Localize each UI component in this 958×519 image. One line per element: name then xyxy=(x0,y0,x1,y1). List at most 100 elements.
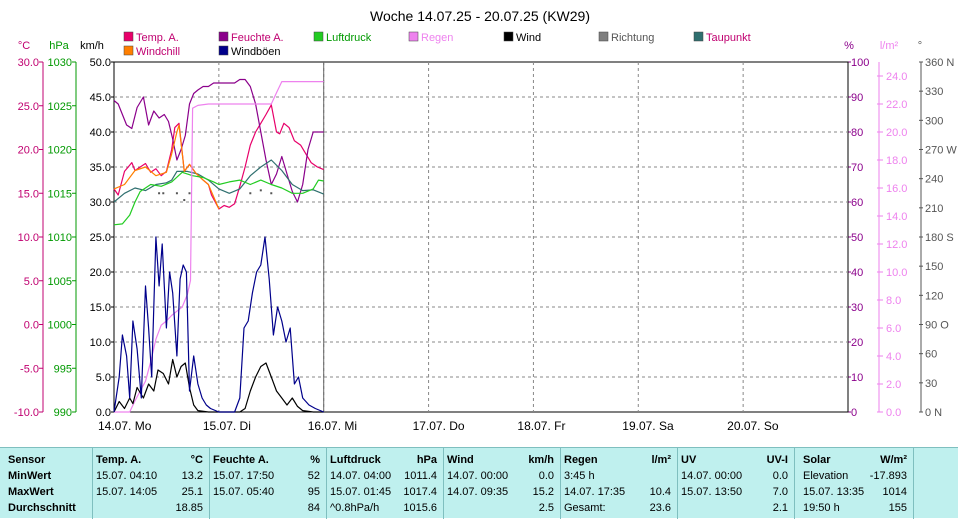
wind-tick-label: 35.0 xyxy=(90,162,111,174)
hum-tick-label: 30 xyxy=(851,302,863,314)
statistics-table: Sensor MinWert MaxWert Durchschnitt Temp… xyxy=(0,447,958,519)
uv-avg-value: 2.1 xyxy=(772,502,788,514)
direction-point xyxy=(259,189,262,192)
axis-units: °C hPa km/h% l/m² ° xyxy=(18,40,922,52)
legend-swatch xyxy=(313,31,324,42)
stats-hum-column: Feuchte A. % 15.07. 17:50 52 15.07. 05:4… xyxy=(209,448,326,519)
chart-series xyxy=(113,78,324,413)
hum-tick-label: 100 xyxy=(851,57,869,69)
rain-tick-label: 16.0 xyxy=(886,183,907,195)
rain-duration: 3:45 h xyxy=(564,470,595,482)
legend-swatch xyxy=(123,45,134,56)
hum-tick-label: 50 xyxy=(851,232,863,244)
dir-tick-label: 300 xyxy=(925,115,943,127)
wind-min-time: 14.07. 00:00 xyxy=(447,470,509,482)
rain-tick-label: 24.0 xyxy=(886,71,907,83)
uv-max-value: 7.0 xyxy=(772,486,788,498)
x-tick-label: 15.07. Di xyxy=(203,419,251,433)
dir-unit-label: ° xyxy=(918,40,922,52)
temp-max-value: 25.1 xyxy=(181,486,203,498)
rain-total-value: 23.6 xyxy=(649,502,671,514)
chart-grid xyxy=(113,61,849,413)
legend-swatch xyxy=(218,31,229,42)
wind-tick-label: 20.0 xyxy=(90,267,111,279)
uv-min-value: 0.0 xyxy=(772,470,788,482)
press-title: Luftdruck xyxy=(330,454,381,466)
rain-max-time: 14.07. 17:35 xyxy=(564,486,626,498)
wind-tick-label: 45.0 xyxy=(90,92,111,104)
temp-tick-label: -5.0 xyxy=(20,363,39,375)
hum-title: Feuchte A. xyxy=(213,454,269,466)
solar-elevation-label: Elevation xyxy=(803,470,849,482)
series-line-rain xyxy=(114,80,324,413)
solar-title: Solar xyxy=(803,454,831,466)
temp-min-time: 15.07. 04:10 xyxy=(96,470,158,482)
temp-tick-label: 0.0 xyxy=(24,320,39,332)
wind-max-time: 14.07. 09:35 xyxy=(447,486,509,498)
solar-max-time: 15.07. 13:35 xyxy=(803,486,865,498)
rain-tick-label: 18.0 xyxy=(886,155,907,167)
uv-min-time: 14.07. 00:00 xyxy=(681,470,743,482)
hum-tick-label: 70 xyxy=(851,162,863,174)
dir-tick-label: 120 xyxy=(925,290,943,302)
hum-unit-label: % xyxy=(844,40,854,52)
x-tick-label: 19.07. Sa xyxy=(622,419,674,433)
temp-max-time: 15.07. 14:05 xyxy=(96,486,158,498)
chart-axes: 30.025.020.015.010.05.00.0-5.0-10.010301… xyxy=(14,57,957,433)
wind-tick-label: 15.0 xyxy=(90,302,111,314)
wind-max-value: 15.2 xyxy=(532,486,554,498)
rain-tick-label: 10.0 xyxy=(886,267,907,279)
press-min-value: 1011.4 xyxy=(404,470,437,482)
dir-tick-label: 360 N xyxy=(925,57,954,69)
uv-title: UV xyxy=(681,454,697,466)
wind-avg-value: 2.5 xyxy=(538,502,554,514)
hum-min-time: 15.07. 17:50 xyxy=(213,470,275,482)
hum-tick-label: 80 xyxy=(851,127,863,139)
dir-tick-label: 0 N xyxy=(925,407,942,419)
temp-tick-label: -10.0 xyxy=(14,407,39,419)
wind-title: Wind xyxy=(447,454,474,466)
dir-tick-label: 210 xyxy=(925,203,943,215)
hum-avg-value: 84 xyxy=(307,502,320,514)
press-min-time: 14.07. 04:00 xyxy=(330,470,392,482)
dir-tick-label: 90 O xyxy=(925,320,949,332)
dir-tick-label: 180 S xyxy=(925,232,954,244)
temp-tick-label: 15.0 xyxy=(18,188,39,200)
rain-tick-label: 6.0 xyxy=(886,323,901,335)
legend-swatch xyxy=(123,31,134,42)
legend-swatch xyxy=(218,45,229,56)
x-tick-label: 16.07. Mi xyxy=(308,419,357,433)
series-line-chill xyxy=(113,124,220,210)
temp-min-value: 13.2 xyxy=(181,470,203,482)
press-avg-value: 1015.6 xyxy=(403,502,437,514)
temp-tick-label: 5.0 xyxy=(24,276,39,288)
press-tick-label: 990 xyxy=(54,407,72,419)
stats-press-column: Luftdruck hPa 14.07. 04:00 1011.4 15.07.… xyxy=(326,448,443,519)
uv-max-time: 15.07. 13:50 xyxy=(681,486,743,498)
direction-point xyxy=(158,192,161,195)
avg-label: Durchschnitt xyxy=(8,502,76,514)
x-tick-label: 17.07. Do xyxy=(413,419,465,433)
sensor-label: Sensor xyxy=(8,454,46,466)
series-line-gust xyxy=(113,236,324,413)
rain-total-label: Gesamt: xyxy=(564,502,606,514)
stats-label-column: Sensor MinWert MaxWert Durchschnitt xyxy=(0,448,92,519)
hum-max-time: 15.07. 05:40 xyxy=(213,486,275,498)
press-unit: hPa xyxy=(416,454,437,466)
legend-swatch xyxy=(503,31,514,42)
temp-unit-label: °C xyxy=(18,40,30,52)
wind-tick-label: 40.0 xyxy=(90,127,111,139)
dir-tick-label: 240 xyxy=(925,174,943,186)
wind-tick-label: 50.0 xyxy=(90,57,111,69)
temp-title: Temp. A. xyxy=(96,454,142,466)
legend-swatch xyxy=(598,31,609,42)
hum-unit: % xyxy=(310,454,320,466)
chart-title: Woche 14.07.25 - 20.07.25 (KW29) xyxy=(370,8,590,24)
temp-avg-value: 18.85 xyxy=(175,502,203,514)
rain-unit-label: l/m² xyxy=(880,40,899,52)
legend-label: Luftdruck xyxy=(326,32,372,44)
series-line-dew xyxy=(113,159,324,203)
dir-tick-label: 60 xyxy=(925,349,937,361)
press-tick-label: 1010 xyxy=(48,232,72,244)
direction-point xyxy=(175,192,178,195)
